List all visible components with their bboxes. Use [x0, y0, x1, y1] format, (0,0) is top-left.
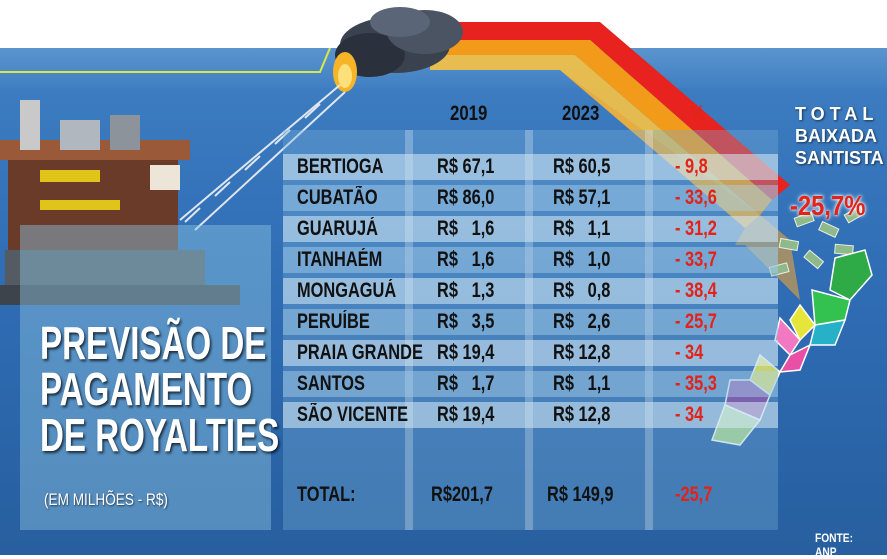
value-2023: R$ 12,8	[553, 341, 611, 364]
row-band	[283, 309, 778, 335]
oil-platform-graphic	[0, 100, 240, 305]
value-2023: R$ 1,1	[553, 217, 611, 240]
smoke-cloud-graphic	[335, 7, 463, 77]
percent-change: - 34	[675, 341, 704, 364]
flow-arrows-graphic	[430, 22, 800, 300]
column-separator	[645, 130, 653, 530]
percent-change: - 31,2	[675, 217, 717, 240]
city-name: CUBATÃO	[297, 186, 378, 209]
table-row: SANTOS R$ 1,7 R$ 1,1 - 35,3	[283, 369, 778, 399]
city-name: SANTOS	[297, 372, 365, 395]
table-row: GUARUJÁ R$ 1,6 R$ 1,1 - 31,2	[283, 214, 778, 244]
percent-change: - 25,7	[675, 310, 717, 333]
baixada-percent: -25,7%	[790, 190, 866, 221]
city-name: PERUÍBE	[297, 310, 370, 333]
percent-change: - 33,6	[675, 186, 717, 209]
title-box	[20, 225, 271, 530]
row-band	[283, 371, 778, 397]
baixada-line-2: BAIXADA	[795, 126, 878, 146]
percent-change: - 9,8	[675, 155, 708, 178]
value-2019: R$ 3,5	[437, 310, 495, 333]
percent-change: - 33,7	[675, 248, 717, 271]
header-2023: 2023	[562, 102, 600, 125]
total-2019: R$201,7	[431, 483, 493, 506]
value-2019: R$ 1,6	[437, 248, 495, 271]
outline-line	[0, 47, 331, 73]
flare-boom-graphic	[179, 84, 346, 231]
header-percent: %	[690, 102, 705, 125]
value-2019: R$ 86,0	[437, 186, 495, 209]
table-row: MONGAGUÁ R$ 1,3 R$ 0,8 - 38,4	[283, 276, 778, 306]
percent-change: - 35,3	[675, 372, 717, 395]
city-name: MONGAGUÁ	[297, 279, 397, 302]
total-row: TOTAL: R$201,7 R$ 149,9 -25,7	[283, 480, 778, 510]
value-2019: R$ 19,4	[437, 403, 495, 426]
flare-flame-graphic	[333, 52, 357, 92]
table-row: PRAIA GRANDE R$ 19,4 R$ 12,8 - 34	[283, 338, 778, 368]
percent-change: - 34	[675, 403, 704, 426]
row-band	[283, 185, 778, 211]
money-bills-graphic	[768, 205, 865, 277]
column-separator	[405, 130, 413, 530]
row-band	[283, 340, 778, 366]
value-2019: R$ 1,6	[437, 217, 495, 240]
header-2019: 2019	[450, 102, 488, 125]
city-name: PRAIA GRANDE	[297, 341, 423, 364]
value-2023: R$ 1,1	[553, 372, 611, 395]
table-panel	[283, 130, 778, 530]
row-band	[283, 154, 778, 180]
title-line: PREVISÃO DE	[40, 317, 267, 369]
baixada-line-1: TOTAL	[795, 104, 879, 124]
row-band	[283, 247, 778, 273]
title-line: DE ROYALTIES	[40, 409, 280, 461]
baixada-line-3: SANTISTA	[795, 148, 884, 168]
page-title: PREVISÃO DE PAGAMENTO DE ROYALTIES	[40, 320, 279, 458]
value-2023: R$ 1,0	[553, 248, 611, 271]
table-row: CUBATÃO R$ 86,0 R$ 57,1 - 33,6	[283, 183, 778, 213]
value-2023: R$ 2,6	[553, 310, 611, 333]
percent-change: - 38,4	[675, 279, 717, 302]
total-label: TOTAL:	[297, 483, 356, 506]
city-name: ITANHAÉM	[297, 248, 383, 271]
total-2023: R$ 149,9	[547, 483, 614, 506]
value-2023: R$ 60,5	[553, 155, 611, 178]
city-name: GUARUJÁ	[297, 217, 378, 240]
title-line: PAGAMENTO	[40, 363, 253, 415]
table-row: SÃO VICENTE R$ 19,4 R$ 12,8 - 34	[283, 400, 778, 430]
subtitle: (EM MILHÕES - R$)	[44, 490, 168, 509]
baixada-label: TOTAL BAIXADA SANTISTA	[795, 103, 884, 169]
row-band	[283, 216, 778, 242]
value-2019: R$ 67,1	[437, 155, 495, 178]
value-2019: R$ 1,3	[437, 279, 495, 302]
column-separator	[525, 130, 533, 530]
value-2019: R$ 19,4	[437, 341, 495, 364]
value-2023: R$ 0,8	[553, 279, 611, 302]
row-band	[283, 402, 778, 428]
table-row: PERUÍBE R$ 3,5 R$ 2,6 - 25,7	[283, 307, 778, 337]
table-row: ITANHAÉM R$ 1,6 R$ 1,0 - 33,7	[283, 245, 778, 275]
value-2023: R$ 57,1	[553, 186, 611, 209]
table-row: BERTIOGA R$ 67,1 R$ 60,5 - 9,8	[283, 152, 778, 182]
city-name: BERTIOGA	[297, 155, 384, 178]
total-percent: -25,7	[675, 483, 713, 506]
city-name: SÃO VICENTE	[297, 403, 409, 426]
value-2019: R$ 1,7	[437, 372, 495, 395]
row-band	[283, 278, 778, 304]
value-2023: R$ 12,8	[553, 403, 611, 426]
